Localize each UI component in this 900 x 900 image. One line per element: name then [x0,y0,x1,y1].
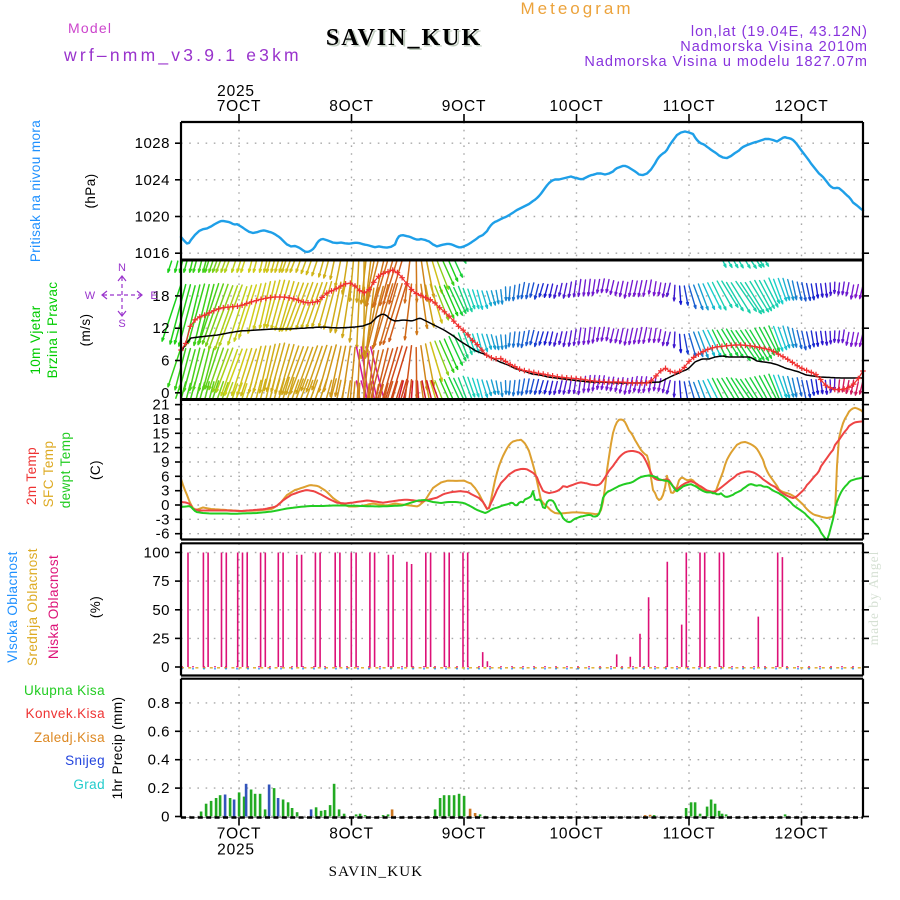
svg-text:50: 50 [152,602,170,619]
svg-text:75: 75 [152,573,170,590]
svg-text:SAVIN_KUK: SAVIN_KUK [329,864,424,880]
svg-text:Ukupna Kisa: Ukupna Kisa [24,683,105,698]
svg-text:0.2: 0.2 [148,780,170,797]
svg-text:9OCT: 9OCT [442,98,487,115]
svg-text:Pritisak na nivou mora: Pritisak na nivou mora [28,120,43,262]
svg-text:N: N [118,262,126,274]
svg-text:6: 6 [161,352,170,369]
svg-text:(C): (C) [88,460,103,480]
svg-text:0: 0 [161,385,170,402]
svg-text:0: 0 [161,809,170,826]
svg-text:W: W [85,290,96,302]
svg-text:S: S [118,318,125,330]
svg-text:10m Vjetar: 10m Vjetar [28,305,43,374]
svg-text:SAVIN_KUK: SAVIN_KUK [326,25,482,51]
svg-text:Nadmorska Visina u modelu 1827: Nadmorska Visina u modelu 1827.07m [584,54,868,70]
svg-text:11OCT: 11OCT [663,826,716,843]
svg-text:18: 18 [152,411,170,428]
svg-text:dewpt Temp: dewpt Temp [58,432,73,509]
svg-text:(m/s): (m/s) [78,314,93,347]
svg-text:Konvek.Kisa: Konvek.Kisa [26,706,106,721]
svg-text:0.8: 0.8 [148,695,170,712]
svg-text:wrf–nmm_v3.9.1 e3km: wrf–nmm_v3.9.1 e3km [63,45,302,66]
svg-text:1028: 1028 [135,135,170,152]
svg-text:2025: 2025 [217,83,255,100]
svg-text:Vlsoka Oblacnost: Vlsoka Oblacnost [5,551,20,662]
svg-text:Nadmorska Visina 2010m: Nadmorska Visina 2010m [680,39,868,55]
svg-text:(hPa): (hPa) [83,173,98,208]
svg-text:8OCT: 8OCT [329,98,374,115]
svg-text:25: 25 [152,630,170,647]
svg-text:Model: Model [68,20,112,36]
svg-text:0: 0 [161,659,170,676]
svg-text:12: 12 [152,440,170,457]
svg-text:lon,lat (19.04E, 43.12N): lon,lat (19.04E, 43.12N) [691,24,868,40]
svg-text:Srednja Oblacnost: Srednja Oblacnost [25,548,40,666]
svg-text:Snijeg: Snijeg [65,753,105,768]
svg-text:6: 6 [161,468,170,485]
svg-text:11OCT: 11OCT [663,98,716,115]
svg-text:0.6: 0.6 [148,723,170,740]
svg-text:1024: 1024 [135,172,170,189]
svg-text:(%): (%) [88,596,103,618]
svg-text:made by Angel: made by Angel [866,551,881,646]
svg-text:2m Temp: 2m Temp [24,447,39,505]
svg-text:10OCT: 10OCT [550,98,604,115]
svg-text:2025: 2025 [217,842,255,859]
svg-text:0: 0 [161,497,170,514]
svg-text:SAVIN_KUK: SAVIN_KUK [328,27,484,53]
svg-text:E: E [150,290,157,302]
svg-text:15: 15 [152,425,170,442]
svg-text:Grad: Grad [73,777,105,792]
svg-text:1016: 1016 [135,245,170,262]
svg-text:Brzina i Pravac: Brzina i Pravac [45,282,60,379]
svg-text:1hr Precip (mm): 1hr Precip (mm) [110,697,125,800]
svg-text:12: 12 [152,320,170,337]
svg-text:Niska Oblacnost: Niska Oblacnost [46,555,61,659]
svg-text:SFC Temp: SFC Temp [41,441,56,508]
svg-text:3: 3 [161,483,170,500]
svg-text:0.4: 0.4 [148,752,170,769]
svg-text:Meteogram: Meteogram [521,0,634,18]
svg-text:-3: -3 [156,511,170,528]
svg-text:18: 18 [152,288,170,305]
svg-text:7OCT: 7OCT [217,826,262,843]
svg-text:7OCT: 7OCT [217,98,262,115]
svg-text:9: 9 [161,454,170,471]
svg-text:1020: 1020 [135,209,170,226]
svg-text:Zaledj.Kisa: Zaledj.Kisa [34,730,105,745]
svg-text:9OCT: 9OCT [442,826,487,843]
svg-text:-6: -6 [156,526,170,543]
svg-text:100: 100 [143,545,170,562]
svg-text:21: 21 [152,397,170,414]
svg-text:8OCT: 8OCT [329,826,374,843]
svg-text:12OCT: 12OCT [775,826,829,843]
svg-text:10OCT: 10OCT [550,826,604,843]
svg-text:12OCT: 12OCT [775,98,829,115]
